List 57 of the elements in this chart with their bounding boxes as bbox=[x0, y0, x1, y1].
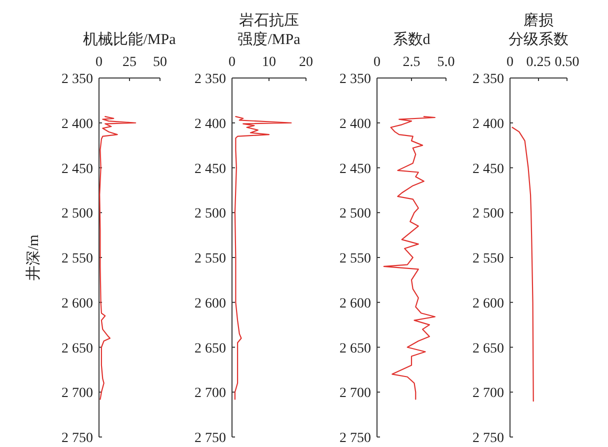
y-tick-label: 2 600 bbox=[62, 296, 93, 312]
x-tick-label: 0 bbox=[228, 55, 236, 70]
x-tick-label: 10 bbox=[262, 55, 276, 70]
y-tick-label: 2 500 bbox=[472, 206, 504, 222]
x-tick-label: 0.50 bbox=[554, 55, 580, 70]
y-tick-label: 2 500 bbox=[340, 206, 371, 222]
y-tick-label: 2 700 bbox=[472, 386, 504, 402]
y-tick-label: 2 400 bbox=[472, 116, 504, 132]
x-axis-title: 岩石抗压强度/MPa bbox=[238, 12, 301, 48]
y-tick-label: 2 350 bbox=[340, 72, 371, 87]
y-tick-label: 2 550 bbox=[194, 252, 226, 266]
x-axis-title: 系数d bbox=[392, 31, 431, 48]
x-tick-label: 0 bbox=[96, 55, 102, 70]
y-tick-label: 2 700 bbox=[194, 386, 226, 402]
y-tick-label: 2 650 bbox=[62, 341, 93, 356]
line-series bbox=[99, 116, 136, 400]
y-tick-label: 2 650 bbox=[194, 341, 226, 356]
y-tick-label: 2 450 bbox=[194, 162, 226, 177]
y-axis-title: 井深/m bbox=[25, 234, 42, 280]
x-tick-label: 0 bbox=[506, 55, 514, 70]
x-tick-label: 5.0 bbox=[437, 55, 455, 70]
y-tick-label: 2 500 bbox=[62, 206, 93, 222]
y-tick-label: 2 700 bbox=[62, 386, 93, 402]
y-tick-label: 2 400 bbox=[340, 116, 371, 132]
y-tick-label: 2 600 bbox=[472, 296, 504, 312]
y-tick-label: 2 400 bbox=[194, 116, 226, 132]
y-tick-label: 2 750 bbox=[472, 431, 504, 446]
x-tick-label: 25 bbox=[122, 55, 136, 70]
line-series bbox=[234, 116, 292, 400]
y-tick-label: 2 750 bbox=[340, 431, 371, 446]
y-tick-label: 2 350 bbox=[194, 72, 226, 87]
y-tick-label: 2 400 bbox=[62, 116, 93, 132]
y-tick-label: 2 450 bbox=[62, 162, 93, 177]
y-tick-label: 2 350 bbox=[472, 72, 504, 87]
y-tick-label: 2 550 bbox=[340, 252, 371, 266]
y-tick-label: 2 350 bbox=[62, 72, 93, 87]
y-tick-label: 2 600 bbox=[194, 296, 226, 312]
y-tick-label: 2 500 bbox=[194, 206, 226, 222]
y-tick-label: 2 550 bbox=[472, 252, 504, 266]
y-tick-label: 2 650 bbox=[472, 341, 504, 356]
y-tick-label: 2 750 bbox=[194, 431, 226, 446]
y-tick-label: 2 550 bbox=[62, 252, 93, 266]
x-tick-label: 50 bbox=[153, 55, 167, 70]
x-tick-label: 20 bbox=[299, 55, 313, 70]
line-series bbox=[383, 116, 436, 400]
x-tick-label: 0.25 bbox=[526, 55, 551, 70]
x-tick-label: 0 bbox=[374, 55, 380, 70]
x-axis-title: 机械比能/MPa bbox=[83, 31, 176, 48]
y-tick-label: 2 750 bbox=[62, 431, 93, 446]
y-tick-label: 2 450 bbox=[472, 162, 504, 177]
y-tick-label: 2 650 bbox=[340, 341, 371, 356]
line-series bbox=[512, 126, 534, 402]
x-axis-title: 磨损分级系数 bbox=[508, 12, 568, 48]
x-tick-label: 2.5 bbox=[402, 55, 420, 70]
y-tick-label: 2 700 bbox=[340, 386, 371, 402]
y-tick-label: 2 600 bbox=[340, 296, 371, 312]
y-tick-label: 2 450 bbox=[340, 162, 371, 177]
